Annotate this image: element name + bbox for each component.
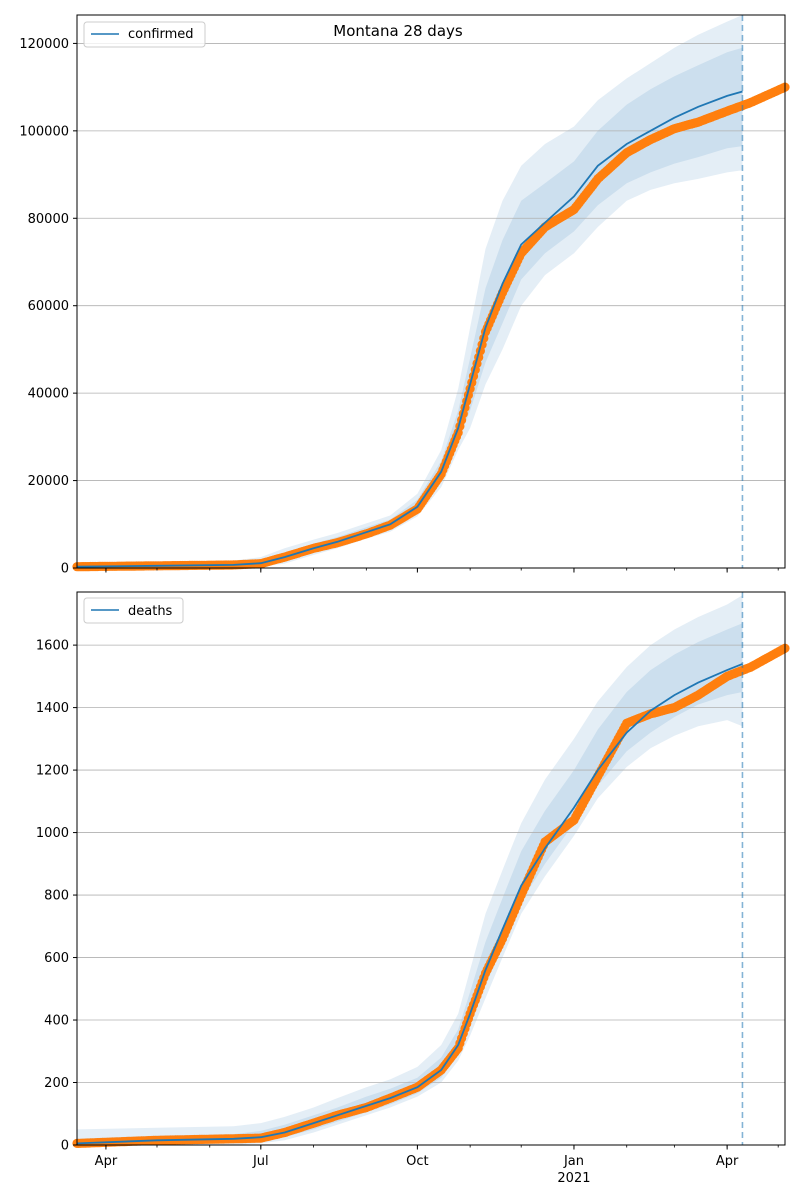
confirmed-panel: 0 20000 40000 60000 80000 100000 120000 confir… — [19, 14, 790, 577]
deaths-y-tick-label: 800 — [44, 889, 69, 904]
deaths-panel: 0 200 400 600 800 1000 1200 1400 1600 Apr Jul Oct J… — [36, 591, 790, 1186]
confirmed-band-1 — [77, 47, 743, 568]
deaths-y-tick-label: 600 — [44, 951, 69, 966]
confirmed-y-axis: 0 20000 40000 60000 80000 100000 120000 — [19, 37, 77, 577]
figure-title: Montana 28 days — [333, 22, 463, 40]
confirmed-uncertainty-bands — [77, 15, 743, 568]
deaths-data-marks — [72, 643, 790, 1148]
confirmed-y-tick-label: 0 — [61, 562, 69, 577]
legend-box — [83, 597, 184, 624]
deaths-x-tick-sublabel: 2021 — [557, 1171, 590, 1186]
confirmed-y-tick-label: 20000 — [28, 474, 69, 489]
confirmed-legend: confirmed — [83, 21, 206, 48]
deaths-x-tick-label: Jul — [252, 1154, 269, 1169]
deaths-uncertainty-bands — [77, 595, 743, 1145]
deaths-y-tick-label: 1000 — [36, 826, 69, 841]
deaths-x-axis: Apr Jul Oct Jan 2021 Apr — [95, 1145, 779, 1186]
deaths-y-tick-label: 1600 — [36, 639, 69, 654]
confirmed-y-tick-label: 60000 — [28, 299, 69, 314]
confirmed-y-tick-label: 40000 — [28, 387, 69, 402]
confirmed-y-tick-label: 100000 — [19, 124, 69, 139]
deaths-axes-frame — [76, 591, 786, 1146]
legend-label-deaths: deaths — [128, 604, 173, 619]
legend-box — [83, 21, 206, 48]
deaths-x-tick-label: Oct — [406, 1154, 428, 1169]
confirmed-y-tick-label: 80000 — [28, 212, 69, 227]
deaths-x-tick-label: Apr — [716, 1154, 739, 1169]
deaths-x-tick-label: Jan — [563, 1154, 584, 1169]
deaths-y-axis: 0 200 400 600 800 1000 1200 1400 1600 — [36, 639, 77, 1154]
legend-label-confirmed: confirmed — [128, 27, 194, 42]
deaths-y-tick-label: 400 — [44, 1014, 69, 1029]
confirmed-model-line — [76, 90, 743, 568]
confirmed-axes-frame — [76, 14, 786, 569]
deaths-y-tick-label: 200 — [44, 1076, 69, 1091]
deaths-band-2 — [77, 595, 743, 1145]
deaths-y-tick-label: 0 — [61, 1139, 69, 1154]
deaths-model-line — [76, 663, 743, 1145]
confirmed-y-tick-label: 120000 — [19, 37, 69, 52]
deaths-band-1 — [77, 623, 743, 1145]
confirmed-x-axis — [105, 568, 779, 573]
deaths-legend: deaths — [83, 597, 184, 624]
deaths-y-tick-label: 1200 — [36, 764, 69, 779]
deaths-y-tick-label: 1400 — [36, 701, 69, 716]
deaths-x-tick-label: Apr — [95, 1154, 118, 1169]
confirmed-band-2 — [77, 15, 743, 568]
